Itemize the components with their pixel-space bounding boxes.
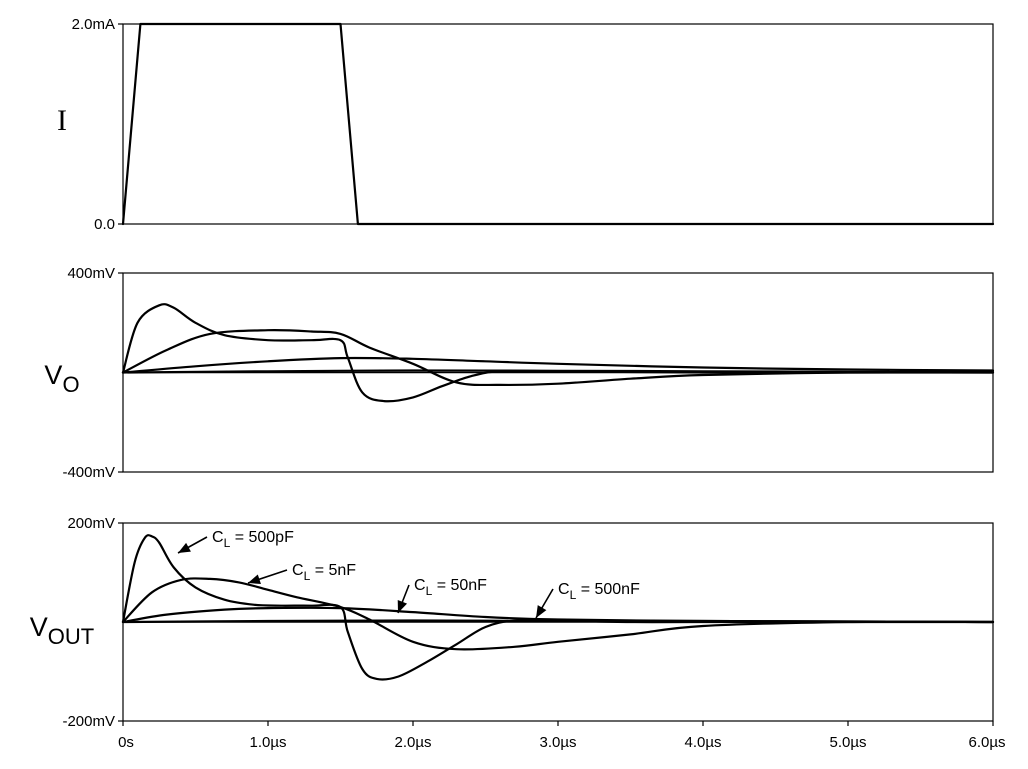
annotation-arrowhead	[248, 574, 261, 584]
series-line-1	[121, 303, 995, 403]
x-tick-label: 5.0µs	[830, 734, 867, 751]
panel-3: 200mV -200mV VOUT 0s 1.0µs 2.0µs 3.0µs 4.0µs 5.0…	[30, 515, 1006, 751]
y-tick-label: -200mV	[62, 713, 115, 730]
series-label: CL = 500pF	[212, 529, 294, 550]
panel-label: VO	[44, 360, 79, 397]
x-tick-label: 4.0µs	[685, 734, 722, 751]
series-label: CL = 5nF	[292, 562, 356, 583]
series-label: CL = 500nF	[558, 581, 640, 602]
series-annotations: CL = 500pF CL = 5nF CL = 50nF CL = 500nF	[177, 529, 640, 619]
x-tick-label: 0s	[118, 734, 134, 751]
series-label: CL = 50nF	[414, 577, 487, 598]
panel-2: 400mV -400mV VO	[44, 265, 995, 481]
x-tick-label: 3.0µs	[540, 734, 577, 751]
series-line-2	[121, 577, 995, 651]
annotation-arrowhead	[178, 542, 191, 553]
series-line-3	[121, 606, 995, 624]
series-line-2	[121, 329, 995, 387]
panel-label: I	[57, 104, 67, 137]
x-tick-label: 2.0µs	[395, 734, 432, 751]
panel-1: 2.0mA 0.0 I	[57, 16, 995, 233]
series-line-3	[121, 356, 995, 374]
y-tick-label: 0.0	[94, 216, 115, 233]
y-tick-label: 2.0mA	[72, 16, 115, 33]
x-tick-label: 6.0µs	[969, 734, 1006, 751]
series-line-4	[121, 369, 995, 374]
series-line-1	[121, 22, 995, 226]
series-line-4	[121, 619, 995, 624]
x-tick-label: 1.0µs	[250, 734, 287, 751]
annotation-arrowhead	[536, 605, 547, 618]
panel-label: VOUT	[30, 612, 94, 649]
y-tick-label: 200mV	[67, 515, 115, 532]
annotation-arrowhead	[397, 600, 408, 613]
y-tick-label: 400mV	[67, 265, 115, 282]
plot-frame	[122, 23, 994, 225]
y-tick-label: -400mV	[62, 464, 115, 481]
